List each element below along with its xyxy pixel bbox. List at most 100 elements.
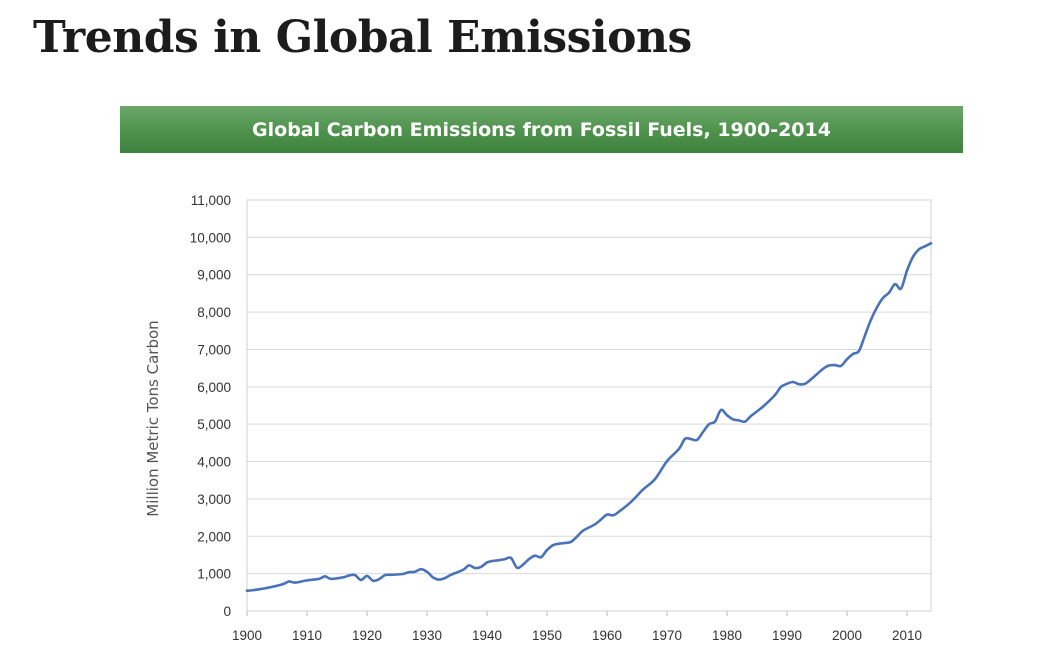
data-point [923,245,927,248]
data-point [779,385,783,388]
chart-title: Global Carbon Emissions from Fossil Fuel… [252,118,831,141]
data-point [365,574,369,578]
data-point [419,568,423,571]
data-point [803,382,807,385]
data-point [485,561,489,564]
data-point [569,540,573,544]
y-axis-tick-labels: 0 1,000 2,000 3,000 4,000 5,000 6,000 7,000 8,00… [190,193,231,619]
data-point [827,364,831,367]
y-tick-label: 7,000 [197,342,231,357]
data-point [875,306,879,309]
data-point [839,364,843,368]
data-point [773,393,777,397]
x-tick-label: 2010 [892,628,922,643]
x-tick-label: 1900 [232,628,262,643]
y-axis-title: Million Metric Tons Carbon [144,320,162,516]
data-point [539,556,543,559]
data-point [737,419,741,422]
x-tick-label: 1920 [352,628,382,643]
data-point [437,578,441,581]
data-point [479,565,483,569]
data-point [473,566,477,570]
data-point [851,352,855,356]
data-point [743,420,747,423]
y-tick-label: 3,000 [197,492,231,507]
data-point [293,581,297,584]
data-point [887,291,891,294]
data-point [791,380,795,384]
data-point [605,513,609,516]
data-point [389,573,393,576]
page-title: Trends in Global Emissions [33,12,692,63]
data-point [797,383,801,386]
data-point [719,408,723,412]
y-tick-label: 9,000 [197,268,231,283]
data-point [611,514,615,517]
data-point [461,568,465,572]
data-point [515,566,519,569]
data-point [575,535,579,538]
data-point [371,579,375,582]
data-point [917,248,921,251]
data-point [329,577,333,581]
data-point [491,559,495,563]
data-point [677,447,681,450]
data-point [401,572,405,576]
data-point [899,287,903,290]
x-tick-label: 1970 [652,628,682,643]
data-point [527,557,531,561]
data-point [443,576,447,580]
data-point [431,576,435,579]
data-point [683,437,687,440]
y-tick-label: 5,000 [197,417,231,432]
data-point [359,578,363,582]
data-point [761,405,765,408]
y-tick-label: 8,000 [197,305,231,320]
data-point [833,363,837,367]
data-point [695,438,699,442]
y-tick-label: 0 [223,604,231,619]
y-tick-label: 10,000 [190,230,231,245]
data-point [533,554,537,557]
y-tick-label: 6,000 [197,380,231,395]
y-tick-label: 4,000 [197,455,231,470]
data-point [599,518,603,521]
data-point [713,420,717,423]
data-point [509,556,513,560]
data-point [617,510,621,513]
x-tick-label: 1930 [412,628,442,643]
x-tick-label: 1990 [772,628,802,643]
data-point [929,242,933,245]
data-point [911,255,915,258]
data-point [689,437,693,441]
data-point [353,573,357,577]
data-point [665,460,669,463]
data-point [413,570,417,573]
y-tick-label: 2,000 [197,529,231,544]
data-point [449,573,453,576]
data-point [521,563,525,566]
data-point [857,349,861,353]
data-point [563,541,567,545]
data-point [821,367,825,371]
data-point [809,378,813,381]
y-tick-label: 1,000 [197,567,231,582]
data-point [323,575,327,578]
y-tick-label: 11,000 [191,193,231,208]
data-point [731,418,735,421]
data-point [287,580,291,583]
data-point [557,542,561,545]
chart-title-banner: Global Carbon Emissions from Fossil Fuel… [120,106,963,153]
x-tick-label: 2000 [832,628,862,643]
data-point [593,523,597,526]
data-point [701,430,705,434]
data-point [785,382,789,385]
x-tick-label: 1960 [592,628,622,643]
data-point [869,318,873,321]
x-tick-label: 1980 [712,628,742,643]
x-tick-label: 1940 [472,628,502,643]
data-point [551,544,555,547]
data-point [383,573,387,577]
data-point [497,559,501,562]
